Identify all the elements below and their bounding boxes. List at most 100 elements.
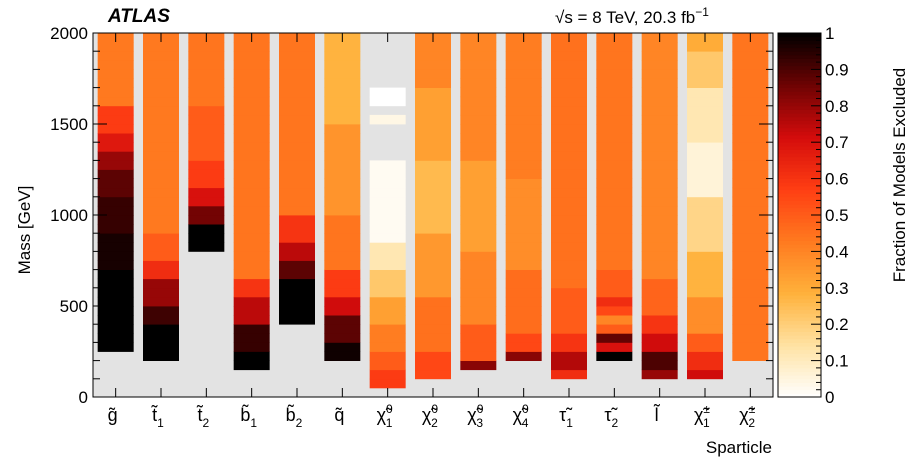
heatmap-cell xyxy=(324,278,361,289)
heatmap-cell xyxy=(97,233,134,243)
heatmap-cell xyxy=(460,51,497,61)
heatmap-cell xyxy=(551,133,587,143)
heatmap-cell xyxy=(188,224,225,234)
heatmap-cell xyxy=(188,69,225,79)
colorbar-step xyxy=(778,335,821,340)
colorbar-step xyxy=(778,142,821,147)
colorbar-step xyxy=(778,244,821,249)
heatmap-cell xyxy=(369,160,406,170)
heatmap-cell xyxy=(279,196,315,207)
heatmap-cell xyxy=(732,151,769,161)
heatmap-cell xyxy=(97,60,134,70)
heatmap-cell xyxy=(732,78,769,88)
heatmap-cell xyxy=(279,133,315,143)
colorbar-step xyxy=(778,222,821,227)
heatmap-cell xyxy=(687,196,723,207)
heatmap-cell xyxy=(732,269,769,280)
heatmap-cell xyxy=(732,133,769,143)
heatmap-cell xyxy=(233,160,270,170)
heatmap-cell xyxy=(732,342,769,352)
heatmap-cell xyxy=(460,260,497,270)
heatmap-cell xyxy=(415,105,451,116)
heatmap-cell xyxy=(460,124,497,134)
colorbar-tick-label: 0.9 xyxy=(825,60,849,79)
heatmap-cell xyxy=(97,169,134,179)
heatmap-cell xyxy=(460,315,497,325)
x-tick-label: t̃1 xyxy=(151,405,165,430)
colorbar-step xyxy=(778,207,821,212)
colorbar-tick-label: 0.6 xyxy=(825,170,849,189)
heatmap-cell xyxy=(596,51,633,61)
heatmap-cell xyxy=(460,160,497,170)
x-tick-label: χ̃± 1 xyxy=(694,402,710,430)
heatmap-cell xyxy=(415,78,451,88)
heatmap-cell xyxy=(97,342,134,352)
heatmap-cell xyxy=(324,324,361,334)
heatmap-cell xyxy=(143,51,179,61)
colorbar-step xyxy=(778,43,821,49)
colorbar-step xyxy=(778,193,821,198)
heatmap-cell xyxy=(188,142,225,152)
heatmap-cell xyxy=(369,205,406,216)
colorbar-step xyxy=(778,174,821,180)
heatmap-cell xyxy=(369,324,406,334)
colorbar-step xyxy=(778,215,821,220)
colorbar-step xyxy=(778,91,821,96)
heatmap-cell xyxy=(505,351,542,361)
heatmap-cell xyxy=(687,324,723,334)
heatmap-cell xyxy=(233,260,270,270)
colorbar-tick-label: 0.4 xyxy=(825,242,849,261)
heatmap-cell xyxy=(551,369,587,380)
heatmap-cell xyxy=(233,251,270,261)
heatmap-cell xyxy=(279,42,315,52)
heatmap-cell xyxy=(233,51,270,61)
colorbar-step xyxy=(778,109,821,114)
colorbar-step xyxy=(778,356,821,362)
heatmap-cell xyxy=(505,151,542,161)
heatmap-cell xyxy=(460,205,497,216)
colorbar-step xyxy=(778,255,821,260)
heatmap-cell xyxy=(596,87,633,98)
heatmap-cell xyxy=(460,105,497,116)
colorbar-step xyxy=(778,360,821,365)
heatmap-cell xyxy=(641,87,678,98)
heatmap-cell xyxy=(641,187,678,198)
colorbar-step xyxy=(778,105,821,110)
heatmap-cell xyxy=(97,242,134,252)
heatmap-cell xyxy=(415,342,451,352)
heatmap-cell xyxy=(460,360,497,371)
heatmap-cell xyxy=(233,196,270,207)
heatmap-cell xyxy=(324,187,361,198)
heatmap-cell xyxy=(233,351,270,361)
heatmap-cell xyxy=(505,269,542,280)
colorbar-step xyxy=(778,386,821,391)
heatmap-cell xyxy=(505,278,542,289)
x-tick-label: χ̃0 2 xyxy=(422,402,438,430)
heatmap-cell xyxy=(505,306,542,316)
heatmap-cell xyxy=(415,96,451,107)
heatmap-cell xyxy=(551,169,587,179)
heatmap-cell xyxy=(97,151,134,161)
heatmap-cell xyxy=(324,224,361,234)
heatmap-cell xyxy=(641,242,678,252)
heatmap-cell xyxy=(460,133,497,143)
heatmap-cell xyxy=(732,242,769,252)
heatmap-cell xyxy=(233,178,270,189)
heatmap-cell xyxy=(505,260,542,270)
colorbar-step xyxy=(778,80,821,85)
heatmap-cell xyxy=(687,205,723,216)
heatmap-cell xyxy=(97,251,134,261)
heatmap-cell xyxy=(551,151,587,161)
heatmap-cell xyxy=(596,78,633,88)
heatmap-cell xyxy=(505,296,542,307)
heatmap-cell xyxy=(505,169,542,179)
colorbar-step xyxy=(778,378,821,383)
heatmap-cell xyxy=(551,205,587,216)
heatmap-cell xyxy=(143,205,179,216)
heatmap-cell xyxy=(505,133,542,143)
heatmap-cell xyxy=(460,333,497,343)
heatmap-cell xyxy=(324,260,361,270)
colorbar-step xyxy=(778,309,821,314)
heatmap-cell xyxy=(279,78,315,88)
heatmap-cell xyxy=(732,114,769,125)
